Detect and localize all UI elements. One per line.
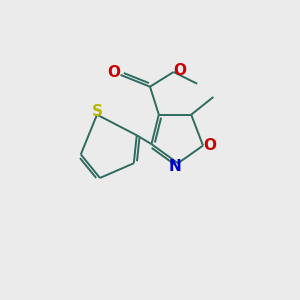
Text: O: O [108,65,121,80]
Text: N: N [169,159,182,174]
Text: O: O [203,138,216,153]
Text: O: O [173,63,187,78]
Text: S: S [92,104,103,119]
